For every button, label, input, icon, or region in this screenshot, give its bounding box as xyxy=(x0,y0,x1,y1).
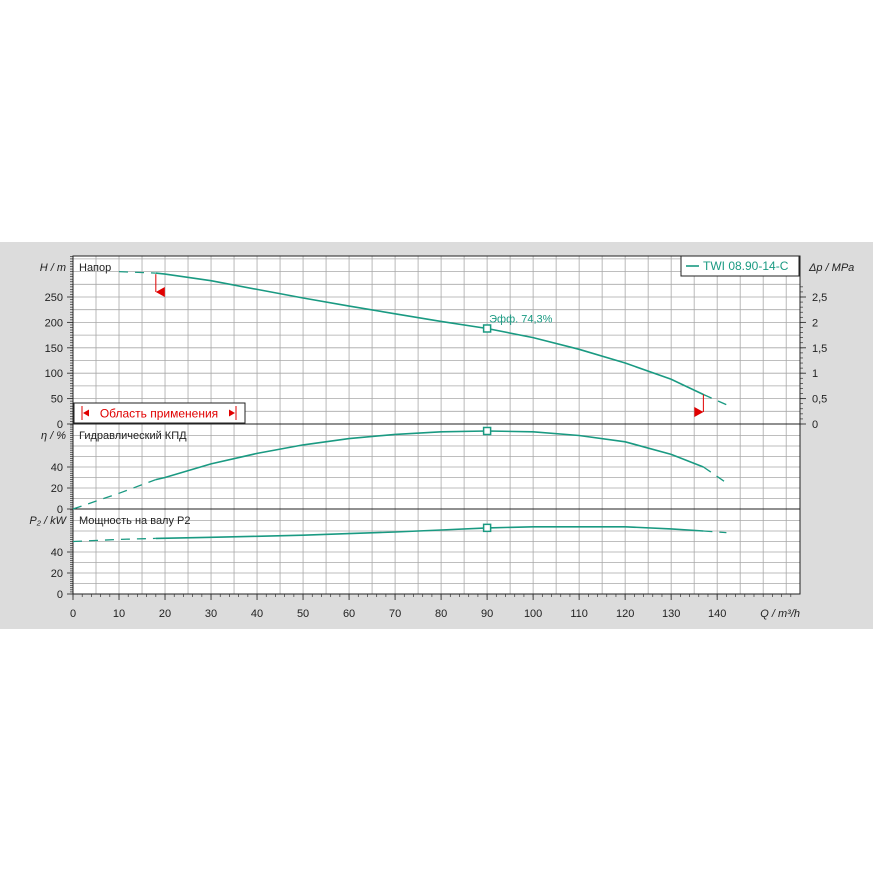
series-line-extrapolated xyxy=(72,478,157,510)
x-tick-label: 10 xyxy=(113,608,125,620)
range-min-marker xyxy=(155,287,165,297)
x-axis-label: Q / m³/h xyxy=(760,608,800,620)
y2-tick-label: 0,5 xyxy=(812,394,827,406)
x-tick-label: 100 xyxy=(524,608,542,620)
series-line-extrapolated xyxy=(703,530,727,534)
y2-tick-label: 2 xyxy=(812,317,818,329)
series-line-extrapolated xyxy=(118,270,156,274)
range-arrow-left xyxy=(83,409,89,417)
x-tick-label: 130 xyxy=(662,608,680,620)
y-tick-label: 250 xyxy=(45,292,63,304)
series-line xyxy=(155,526,704,540)
legend-box xyxy=(680,255,800,277)
y2-tick-label: 0 xyxy=(812,419,818,431)
x-tick-label: 140 xyxy=(708,608,726,620)
y-axis-label: η / % xyxy=(41,430,66,442)
legend-label: TWI 08.90-14-C xyxy=(703,259,789,273)
series-line-extrapolated xyxy=(703,393,727,406)
y-tick-label: 40 xyxy=(51,547,63,559)
panel-title: Гидравлический КПД xyxy=(79,430,187,442)
y-tick-label: 200 xyxy=(45,317,63,329)
application-range-box xyxy=(73,402,246,424)
duty-point-label: Эфф. 74,3% xyxy=(489,313,553,325)
x-tick-label: 60 xyxy=(343,608,355,620)
panel-title: Мощность на валу P2 xyxy=(79,515,191,527)
duty-point-marker xyxy=(482,523,492,533)
range-max-marker xyxy=(694,407,704,417)
y2-tick-label: 1 xyxy=(812,368,818,380)
plot-area xyxy=(73,256,800,594)
series-line-extrapolated xyxy=(703,466,727,484)
x-tick-label: 20 xyxy=(159,608,171,620)
y-tick-label: 20 xyxy=(51,483,63,495)
plot-frame xyxy=(72,255,801,595)
y-tick-label: 20 xyxy=(51,568,63,580)
y-axis-label: H / m xyxy=(40,262,66,274)
series-line xyxy=(155,430,704,481)
x-tick-label: 30 xyxy=(205,608,217,620)
duty-point-marker xyxy=(482,324,492,333)
x-tick-label: 80 xyxy=(435,608,447,620)
x-tick-label: 40 xyxy=(251,608,263,620)
y-tick-label: 0 xyxy=(57,419,63,431)
x-tick-label: 90 xyxy=(481,608,493,620)
application-range-label: Область применения xyxy=(100,407,218,421)
range-arrow-right xyxy=(229,409,235,417)
y-tick-label: 50 xyxy=(51,394,63,406)
series-line xyxy=(155,272,704,396)
y2-tick-label: 1,5 xyxy=(812,343,827,355)
duty-point-marker xyxy=(482,426,492,436)
y2-tick-label: 2,5 xyxy=(812,292,827,304)
y2-axis-label: Δp / MPa xyxy=(808,262,854,274)
y-tick-label: 0 xyxy=(57,504,63,516)
y-tick-label: 0 xyxy=(57,589,63,601)
x-tick-label: 70 xyxy=(389,608,401,620)
x-tick-label: 120 xyxy=(616,608,634,620)
x-tick-label: 110 xyxy=(570,608,588,620)
series-line-extrapolated xyxy=(72,537,156,543)
y-axis-label: P₂ / kW xyxy=(29,515,67,527)
y-tick-label: 100 xyxy=(45,368,63,380)
y-tick-label: 150 xyxy=(45,343,63,355)
x-tick-label: 50 xyxy=(297,608,309,620)
panel-title: Напор xyxy=(79,262,111,274)
x-tick-label: 0 xyxy=(70,608,76,620)
y-tick-label: 40 xyxy=(51,462,63,474)
